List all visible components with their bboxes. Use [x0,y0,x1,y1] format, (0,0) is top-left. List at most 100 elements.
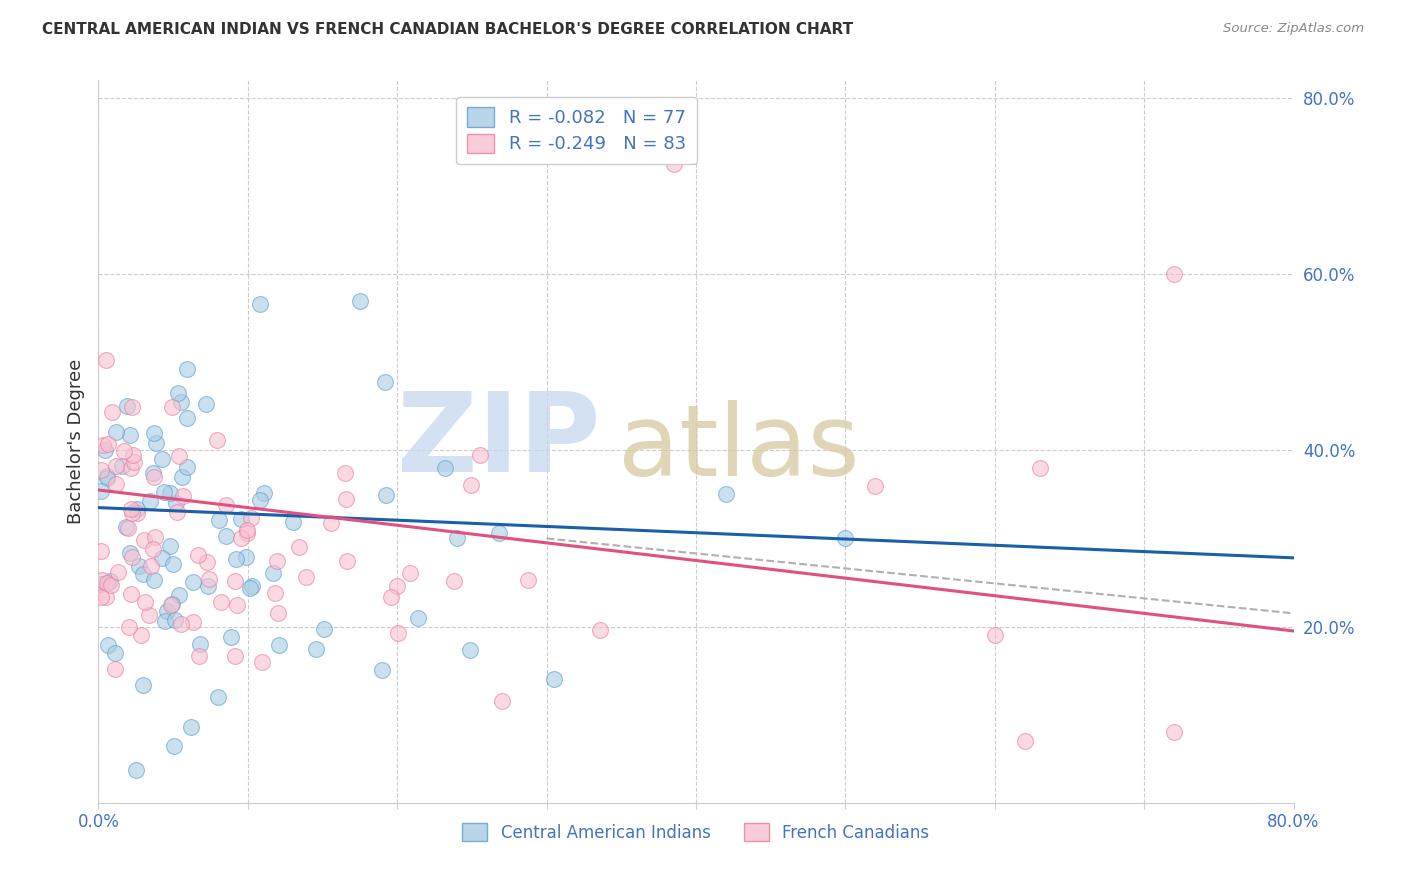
Point [1028,461,1050,475]
Point [125,502,148,516]
Point [194,396,217,410]
Point [104,662,127,676]
Point [121,549,143,564]
Point [143,425,166,440]
Point [1163,725,1185,739]
Point [159,486,181,500]
Point [491,694,513,708]
Point [104,459,127,474]
Point [209,595,232,609]
Point [96,469,118,483]
Point [120,461,142,475]
Point [100,578,122,592]
Point [224,574,246,588]
Point [91,573,114,587]
Point [219,630,242,644]
Point [176,362,198,376]
Point [236,526,259,541]
Point [97,437,120,451]
Point [714,487,737,501]
Point [122,455,145,469]
Point [281,515,304,529]
Point [460,478,482,492]
Point [105,477,128,491]
Point [115,400,138,414]
Point [165,495,187,509]
Y-axis label: Bachelor's Degree: Bachelor's Degree [66,359,84,524]
Point [139,493,162,508]
Point [305,642,328,657]
Point [253,485,276,500]
Point [984,628,1007,642]
Point [195,555,218,569]
Point [468,448,491,462]
Point [90,590,112,604]
Point [239,581,262,595]
Point [156,604,179,618]
Text: atlas: atlas [619,401,860,497]
Point [370,664,392,678]
Point [104,647,127,661]
Point [1014,734,1036,748]
Point [142,573,165,587]
Point [152,452,174,467]
Point [90,483,112,498]
Point [458,643,481,657]
Point [198,572,221,586]
Point [170,470,193,484]
Point [118,620,141,634]
Point [262,566,284,581]
Point [312,622,335,636]
Point [160,400,183,414]
Point [176,459,198,474]
Point [269,638,291,652]
Point [224,649,246,664]
Point [112,443,135,458]
Point [121,506,143,520]
Point [96,471,118,485]
Point [488,525,510,540]
Point [180,720,202,734]
Point [215,498,238,512]
Point [142,466,165,480]
Point [589,624,612,638]
Point [120,587,142,601]
Point [176,410,198,425]
Text: CENTRAL AMERICAN INDIAN VS FRENCH CANADIAN BACHELOR'S DEGREE CORRELATION CHART: CENTRAL AMERICAN INDIAN VS FRENCH CANADI… [42,22,853,37]
Point [208,513,231,527]
Point [197,579,219,593]
Point [170,394,193,409]
Legend: Central American Indians, French Canadians: Central American Indians, French Canadia… [456,817,936,848]
Point [408,611,430,625]
Point [121,400,143,414]
Point [170,616,193,631]
Point [240,511,263,525]
Point [111,458,134,473]
Point [138,608,160,623]
Point [183,574,205,589]
Point [91,438,114,452]
Point [163,739,186,753]
Point [101,405,124,419]
Point [287,540,309,554]
Point [105,425,128,439]
Point [205,433,228,447]
Point [160,597,183,611]
Point [349,293,371,308]
Point [446,531,468,545]
Point [96,590,118,604]
Point [374,376,396,390]
Point [225,599,247,613]
Point [207,690,229,704]
Point [118,428,141,442]
Point [145,530,167,544]
Point [98,574,121,588]
Point [159,598,181,612]
Point [167,385,190,400]
Point [1163,267,1185,281]
Point [90,463,112,477]
Point [267,606,290,620]
Point [865,478,887,492]
Point [117,521,139,535]
Point [122,448,145,462]
